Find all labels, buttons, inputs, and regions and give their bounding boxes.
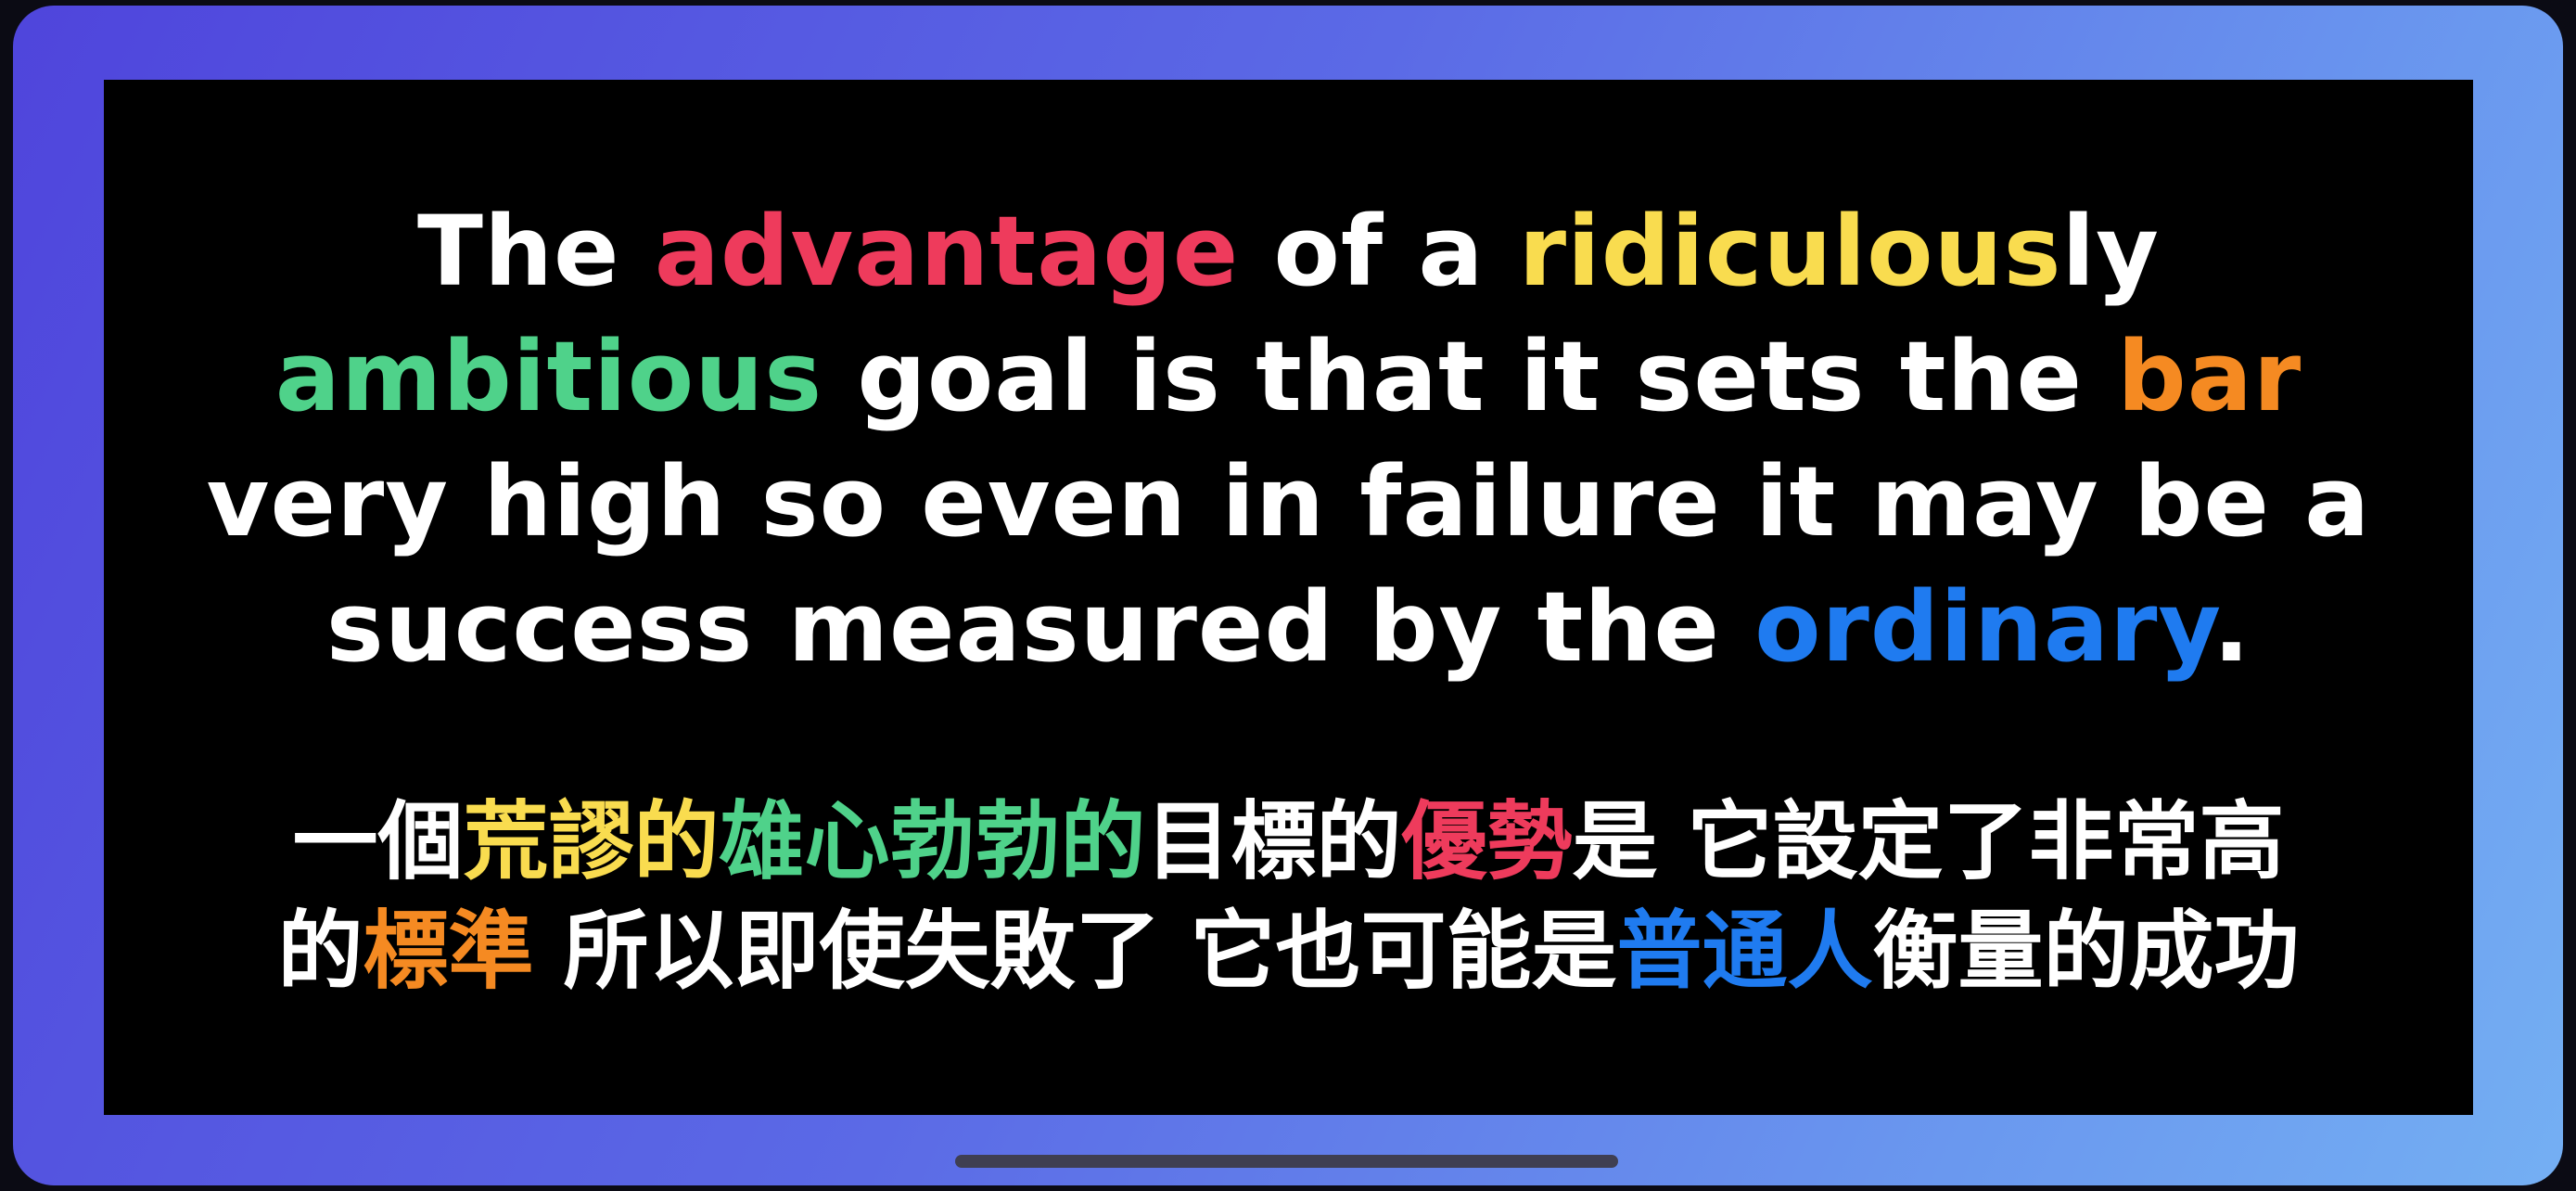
keyword-ordinary: ordinary bbox=[1754, 570, 2213, 684]
quote-en-line-4: success measured by the ordinary. bbox=[176, 565, 2402, 690]
quote-text: The bbox=[417, 195, 655, 308]
quote-zh-line-2: 的標準 所以即使失敗了 它也可能是普通人衡量的成功 bbox=[139, 897, 2439, 1006]
quote-text: 衡量的成功 bbox=[1872, 902, 2300, 1001]
quote-text: 的 bbox=[277, 902, 363, 1001]
quote-text: ly bbox=[2061, 195, 2160, 308]
quote-text: 一個 bbox=[292, 792, 464, 891]
quote-zh-line-1: 一個荒謬的雄心勃勃的目標的優勢是 它設定了非常高 bbox=[139, 788, 2439, 897]
quote-text: goal is that it sets the bbox=[823, 320, 2118, 433]
quote-text: of a bbox=[1239, 195, 1519, 308]
quote-text: 目標的 bbox=[1145, 792, 1402, 891]
keyword-ambitious-zh: 雄心勃勃的 bbox=[719, 792, 1146, 891]
keyword-advantage-zh: 優勢 bbox=[1401, 792, 1573, 891]
keyword-ridiculous: ridiculous bbox=[1518, 195, 2062, 308]
quote-en-line-3: very high so even in failure it may be a bbox=[176, 440, 2402, 565]
quote-text: . bbox=[2213, 570, 2251, 684]
quote-chinese: 一個荒謬的雄心勃勃的目標的優勢是 它設定了非常高 的標準 所以即使失敗了 它也可… bbox=[139, 788, 2439, 1006]
quote-text: very high so even in failure it may be a bbox=[206, 445, 2371, 558]
quote-en-line-2: ambitious goal is that it sets the bar bbox=[176, 314, 2402, 440]
keyword-ambitious: ambitious bbox=[274, 320, 823, 433]
video-screen: The advantage of a ridiculously ambitiou… bbox=[104, 80, 2473, 1115]
keyword-standard-zh: 標準 bbox=[363, 902, 534, 1001]
quote-en-line-1: The advantage of a ridiculously bbox=[176, 189, 2402, 314]
quote-text: 是 它設定了非常高 bbox=[1572, 792, 2285, 891]
quote-text: success measured by the bbox=[325, 570, 1755, 684]
device-frame: The advantage of a ridiculously ambitiou… bbox=[13, 6, 2563, 1185]
quote-text: 所以即使失敗了 它也可能是 bbox=[533, 902, 1617, 1001]
keyword-ordinary-zh: 普通人 bbox=[1616, 902, 1873, 1001]
keyword-bar: bar bbox=[2117, 320, 2302, 433]
quote-english: The advantage of a ridiculously ambitiou… bbox=[176, 189, 2402, 690]
home-indicator[interactable] bbox=[955, 1155, 1618, 1168]
keyword-advantage: advantage bbox=[654, 195, 1240, 308]
keyword-absurd-zh: 荒謬的 bbox=[463, 792, 720, 891]
